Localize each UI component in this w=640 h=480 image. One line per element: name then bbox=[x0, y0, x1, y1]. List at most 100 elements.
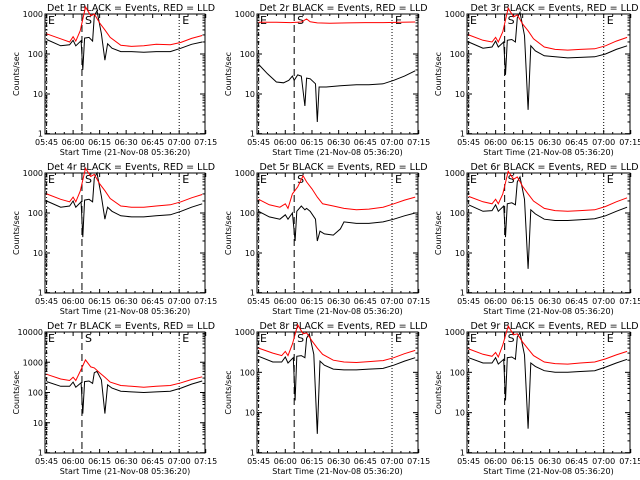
x-tick-label: 06:30 bbox=[327, 457, 350, 466]
event-marker-label: E bbox=[182, 173, 189, 186]
x-tick-label: 06:45 bbox=[141, 297, 164, 306]
x-tick-label: 06:15 bbox=[511, 138, 534, 147]
event-marker-label: E bbox=[260, 173, 267, 186]
y-tick-label: 1000 bbox=[235, 328, 255, 337]
y-tick-label: 1000 bbox=[235, 10, 255, 19]
x-tick-label: 07:15 bbox=[194, 297, 217, 306]
series-line bbox=[468, 6, 628, 51]
event-marker-label: E bbox=[182, 332, 189, 345]
y-tick-label: 1 bbox=[250, 449, 255, 458]
chart-panel: Det 6r BLACK = Events, RED = LLD 1 10 100 10… bbox=[434, 162, 640, 316]
plot-frame bbox=[256, 331, 419, 454]
x-tick-label: 06:30 bbox=[115, 457, 138, 466]
event-marker-label: E bbox=[260, 332, 267, 345]
plot-frame bbox=[44, 13, 206, 135]
y-tick-label: 10000 bbox=[18, 328, 43, 337]
event-marker-label: E bbox=[395, 14, 402, 27]
y-tick-label: 100 bbox=[28, 50, 43, 59]
event-marker-label: E bbox=[48, 173, 55, 186]
x-tick-label: 07:15 bbox=[194, 138, 217, 147]
x-axis-label: Start Time (21-Nov-08 05:36:20) bbox=[60, 467, 190, 476]
chart-panel: Det 5r BLACK = Events, RED = LLD 1 10 100 10… bbox=[224, 162, 430, 316]
series-line bbox=[46, 171, 203, 238]
plot-frame bbox=[466, 13, 631, 135]
x-tick-label: 06:00 bbox=[274, 138, 297, 147]
plot-frame bbox=[256, 172, 419, 294]
series-line bbox=[258, 332, 416, 434]
y-axis-label: Counts/sec bbox=[12, 370, 21, 414]
x-tick-label: 06:15 bbox=[88, 297, 111, 306]
series-line bbox=[468, 170, 628, 212]
x-tick-label: 06:45 bbox=[354, 457, 377, 466]
series-line bbox=[46, 9, 203, 70]
x-tick-label: 05:45 bbox=[457, 457, 480, 466]
series-line bbox=[46, 370, 203, 414]
series-line bbox=[258, 205, 416, 242]
event-marker-label: E bbox=[395, 332, 402, 345]
y-axis-label: Counts/sec bbox=[224, 52, 233, 96]
x-tick-label: 07:00 bbox=[168, 297, 191, 306]
y-tick-label: 1 bbox=[38, 289, 43, 298]
y-tick-label: 100 bbox=[240, 368, 255, 377]
y-axis-label: Counts/sec bbox=[224, 370, 233, 414]
x-tick-label: 06:30 bbox=[327, 297, 350, 306]
x-tick-label: 06:00 bbox=[62, 138, 85, 147]
x-tick-label: 06:00 bbox=[274, 297, 297, 306]
x-tick-label: 07:15 bbox=[407, 457, 430, 466]
y-tick-label: 1000 bbox=[23, 169, 43, 178]
y-tick-label: 100 bbox=[450, 209, 465, 218]
plot-frame bbox=[44, 172, 206, 294]
event-marker-label: S bbox=[85, 332, 92, 345]
x-axis-label: Start Time (21-Nov-08 05:36:20) bbox=[483, 307, 613, 316]
series-line bbox=[258, 18, 416, 24]
x-tick-label: 06:00 bbox=[274, 457, 297, 466]
y-tick-label: 1000 bbox=[23, 10, 43, 19]
x-tick-label: 07:00 bbox=[592, 457, 615, 466]
x-tick-label: 06:00 bbox=[62, 297, 85, 306]
chart-title: Det 8r BLACK = Events, RED = LLD bbox=[259, 321, 427, 332]
event-marker-label: E bbox=[260, 14, 267, 27]
y-tick-label: 10 bbox=[245, 409, 255, 418]
x-tick-label: 06:30 bbox=[538, 457, 561, 466]
y-tick-label: 10 bbox=[33, 90, 43, 99]
x-tick-label: 06:45 bbox=[354, 138, 377, 147]
y-tick-label: 10 bbox=[33, 419, 43, 428]
event-marker-label: S bbox=[85, 14, 92, 27]
y-tick-label: 10 bbox=[245, 90, 255, 99]
event-marker-label: E bbox=[182, 14, 189, 27]
x-tick-label: 07:15 bbox=[194, 457, 217, 466]
plot-frame bbox=[256, 13, 419, 135]
chart-title: Det 9r BLACK = Events, RED = LLD bbox=[470, 321, 638, 332]
x-axis-label: Start Time (21-Nov-08 05:36:20) bbox=[483, 467, 613, 476]
series-line bbox=[46, 5, 203, 47]
x-tick-label: 05:45 bbox=[247, 297, 270, 306]
x-tick-label: 06:45 bbox=[565, 138, 588, 147]
y-tick-label: 1000 bbox=[445, 169, 465, 178]
y-tick-label: 1 bbox=[460, 130, 465, 139]
x-tick-label: 06:30 bbox=[538, 138, 561, 147]
chart-title: Det 4r BLACK = Events, RED = LLD bbox=[47, 162, 215, 173]
x-tick-label: 07:00 bbox=[592, 297, 615, 306]
y-axis-label: Counts/sec bbox=[434, 211, 443, 255]
event-marker-label: S bbox=[85, 173, 92, 186]
y-tick-label: 1000 bbox=[445, 328, 465, 337]
x-tick-label: 07:00 bbox=[380, 297, 403, 306]
x-tick-label: 07:15 bbox=[619, 457, 640, 466]
event-marker-label: S bbox=[297, 332, 304, 345]
y-tick-label: 100 bbox=[450, 368, 465, 377]
y-tick-label: 10 bbox=[455, 90, 465, 99]
event-marker-label: E bbox=[470, 14, 477, 27]
chart-panel: Det 9r BLACK = Events, RED = LLD 1 10 100 10… bbox=[434, 321, 640, 476]
x-tick-label: 05:45 bbox=[457, 297, 480, 306]
x-axis-label: Start Time (21-Nov-08 05:36:20) bbox=[272, 148, 402, 157]
x-tick-label: 06:30 bbox=[115, 297, 138, 306]
y-tick-label: 10 bbox=[245, 249, 255, 258]
y-tick-label: 100 bbox=[240, 209, 255, 218]
x-tick-label: 06:45 bbox=[141, 138, 164, 147]
series-line bbox=[468, 331, 628, 429]
x-tick-label: 07:00 bbox=[380, 138, 403, 147]
x-tick-label: 06:45 bbox=[354, 297, 377, 306]
chart-title: Det 2r BLACK = Events, RED = LLD bbox=[259, 3, 427, 14]
x-tick-label: 06:30 bbox=[327, 138, 350, 147]
